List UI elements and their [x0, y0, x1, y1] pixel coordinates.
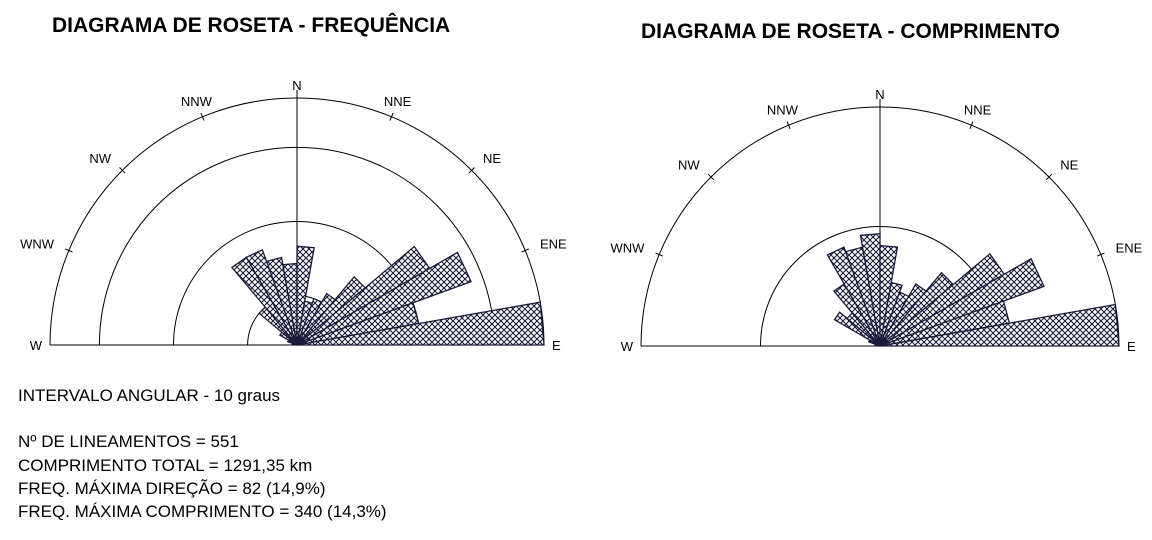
direction-label-ene: ENE	[1116, 240, 1143, 255]
direction-tick	[200, 112, 205, 121]
rose-petal	[879, 303, 1120, 347]
direction-label-nnw: NNW	[181, 94, 213, 109]
direction-label-e: E	[552, 338, 561, 353]
direction-label-ne: NE	[1060, 158, 1078, 173]
direction-label-w: W	[621, 339, 634, 354]
direction-label-n: N	[875, 87, 884, 102]
scale-ring	[49, 97, 545, 346]
direction-tick	[468, 167, 475, 174]
direction-tick	[707, 173, 715, 181]
max-direction-frequency-text: FREQ. MÁXIMA DIREÇÃO = 82 (14,9%)	[18, 479, 326, 498]
direction-label-nw: NW	[678, 158, 700, 173]
scale-ring	[640, 106, 1120, 347]
direction-label-nnw: NNW	[767, 102, 799, 117]
total-length-text: COMPRIMENTO TOTAL = 1291,35 km	[18, 456, 313, 475]
direction-label-nw: NW	[89, 151, 111, 166]
rose-petal	[296, 301, 545, 346]
direction-tick	[786, 121, 791, 130]
chart-title-frequency: DIAGRAMA DE ROSETA - FREQUÊNCIA	[52, 14, 451, 37]
direction-label-n: N	[292, 78, 301, 93]
max-length-frequency-text: FREQ. MÁXIMA COMPRIMENTO = 340 (14,3%)	[18, 502, 387, 521]
direction-tick	[655, 252, 664, 257]
direction-label-wnw: WNW	[610, 240, 645, 255]
direction-tick	[969, 121, 974, 130]
lineament-count-text: Nº DE LINEAMENTOS = 551	[18, 432, 239, 451]
direction-label-ne: NE	[483, 151, 501, 166]
direction-label-ene: ENE	[540, 236, 567, 251]
direction-tick	[64, 248, 73, 253]
direction-label-nne: NNE	[964, 102, 992, 117]
direction-label-wnw: WNW	[20, 236, 55, 251]
direction-label-nne: NNE	[384, 94, 412, 109]
angular-interval-text: INTERVALO ANGULAR - 10 graus	[18, 386, 281, 405]
chart-title-length: DIAGRAMA DE ROSETA - COMPRIMENTO	[641, 20, 1060, 43]
direction-tick	[389, 112, 394, 121]
direction-tick	[119, 167, 126, 174]
scale-ring	[98, 146, 496, 346]
direction-tick	[1045, 173, 1053, 181]
direction-tick	[521, 248, 530, 253]
direction-label-e: E	[1127, 339, 1136, 354]
direction-label-w: W	[30, 338, 43, 353]
direction-tick	[1096, 252, 1105, 257]
